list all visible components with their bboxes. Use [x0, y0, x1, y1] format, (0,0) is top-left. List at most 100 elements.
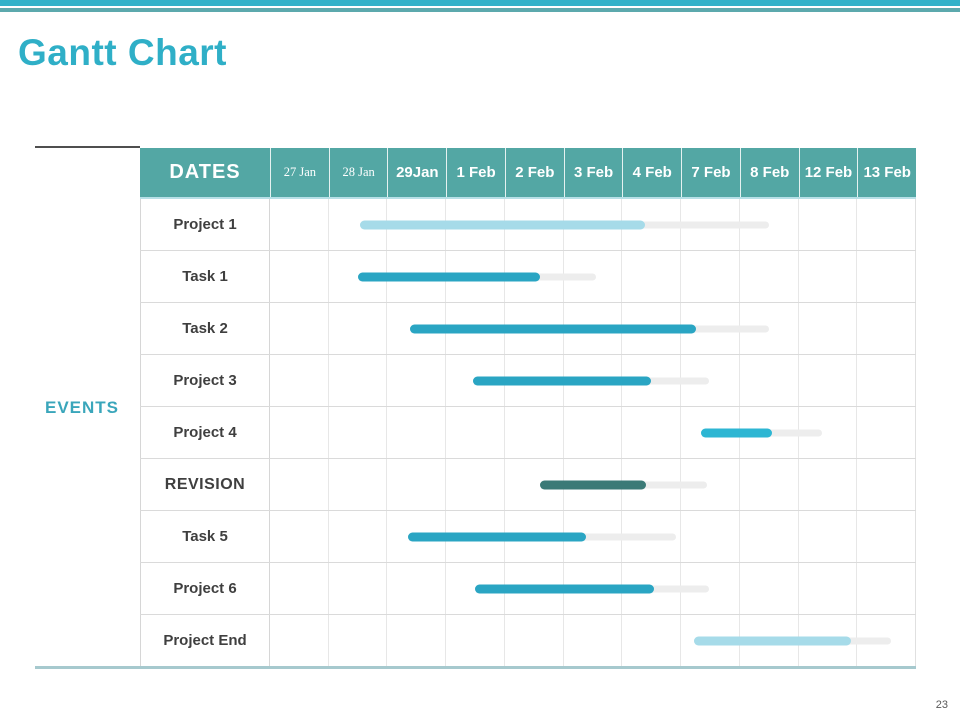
grid-cell — [738, 511, 798, 562]
grid-cell — [562, 407, 622, 458]
grid-cell — [327, 199, 387, 250]
grid-cell — [797, 511, 857, 562]
date-column-header: 8 Feb — [739, 148, 799, 197]
row-timeline — [270, 303, 916, 354]
gantt-row: Project 4 — [140, 407, 916, 459]
row-label: Project 4 — [140, 407, 270, 458]
grid-cell — [270, 199, 328, 250]
grid-cell — [327, 615, 387, 666]
gantt-bar — [409, 324, 697, 333]
grid-cell — [680, 251, 739, 302]
gantt-row: Project 6 — [140, 563, 916, 615]
grid-cell — [327, 407, 387, 458]
grid-cell — [856, 355, 915, 406]
grid-cell — [270, 459, 328, 510]
date-column-header: 29Jan — [387, 148, 446, 197]
grid-cell — [621, 407, 680, 458]
grid-cell — [327, 459, 387, 510]
grid-cell — [327, 303, 387, 354]
grid-cell — [445, 355, 504, 406]
grid-cell — [738, 459, 798, 510]
grid-cell — [856, 563, 915, 614]
grid-cell — [270, 407, 328, 458]
grid-cell — [856, 511, 915, 562]
date-column-header: 28 Jan — [328, 148, 388, 197]
grid-cell — [797, 563, 857, 614]
row-timeline — [270, 407, 916, 458]
gantt-row: REVISION — [140, 459, 916, 511]
gantt-header-row: DATES 27 Jan 28 Jan 29Jan 1 Feb 2 Feb 3 Feb 4 … — [140, 148, 916, 199]
grid-cell — [621, 251, 680, 302]
grid-cell — [270, 615, 328, 666]
grid-cell — [270, 251, 328, 302]
grid-cell — [503, 615, 563, 666]
row-timeline — [270, 615, 916, 666]
grid-cell — [856, 199, 915, 250]
grid-cell — [797, 303, 857, 354]
grid-cell — [270, 563, 328, 614]
grid-cell — [856, 303, 915, 354]
gantt-bar — [694, 636, 852, 645]
date-column-header: 3 Feb — [563, 148, 623, 197]
page-title: Gantt Chart — [18, 32, 227, 73]
date-column-header: 27 Jan — [270, 148, 329, 197]
header-left-rule — [35, 146, 140, 148]
grid-cell — [680, 407, 739, 458]
gantt-row: Task 5 — [140, 511, 916, 563]
grid-cell — [445, 459, 504, 510]
grid-cell — [327, 355, 387, 406]
grid-cell — [680, 615, 739, 666]
grid-cell — [503, 407, 563, 458]
gantt-row: Project 1 — [140, 199, 916, 251]
grid-cell — [386, 563, 445, 614]
dates-header-cell: DATES — [169, 161, 241, 183]
gantt-row: Project 3 — [140, 355, 916, 407]
row-timeline — [270, 355, 916, 406]
row-label: REVISION — [140, 459, 270, 510]
grid-cell — [680, 511, 739, 562]
page-number: 23 — [935, 699, 948, 711]
gantt-bar — [701, 428, 773, 437]
grid-cell — [270, 303, 328, 354]
row-timeline — [270, 199, 916, 250]
gantt-bar — [474, 584, 655, 593]
row-label: Project 1 — [140, 199, 270, 250]
bottom-accent-rule — [35, 666, 916, 669]
gantt-row: Task 2 — [140, 303, 916, 355]
row-timeline — [270, 563, 916, 614]
row-label: Task 2 — [140, 303, 270, 354]
date-column-header: 2 Feb — [504, 148, 564, 197]
grid-cell — [386, 511, 445, 562]
gantt-bar — [359, 220, 646, 229]
grid-cell — [856, 459, 915, 510]
grid-cell — [738, 251, 798, 302]
gantt-bar — [407, 532, 587, 541]
row-label: Task 1 — [140, 251, 270, 302]
row-label: Project 6 — [140, 563, 270, 614]
grid-cell — [386, 459, 445, 510]
grid-cell — [856, 407, 915, 458]
grid-cell — [445, 563, 504, 614]
grid-cell — [621, 615, 680, 666]
date-column-header: 1 Feb — [446, 148, 505, 197]
grid-cell — [386, 407, 445, 458]
date-column-header: 4 Feb — [622, 148, 681, 197]
gantt-row: Task 1 — [140, 251, 916, 303]
grid-cell — [386, 303, 445, 354]
gantt-table: DATES 27 Jan 28 Jan 29Jan 1 Feb 2 Feb 3 Feb 4 … — [140, 148, 916, 667]
gantt-bar — [472, 376, 652, 385]
row-label: Project End — [140, 615, 270, 666]
grid-cell — [270, 511, 328, 562]
grid-cell — [738, 355, 798, 406]
grid-cell — [738, 563, 798, 614]
date-column-header: 7 Feb — [681, 148, 740, 197]
grid-cell — [386, 615, 445, 666]
row-timeline — [270, 251, 916, 302]
grid-cell — [445, 407, 504, 458]
gantt-row: Project End — [140, 615, 916, 667]
grid-cell — [327, 563, 387, 614]
grid-cell — [386, 355, 445, 406]
grid-cell — [562, 615, 622, 666]
row-label: Project 3 — [140, 355, 270, 406]
row-timeline — [270, 511, 916, 562]
